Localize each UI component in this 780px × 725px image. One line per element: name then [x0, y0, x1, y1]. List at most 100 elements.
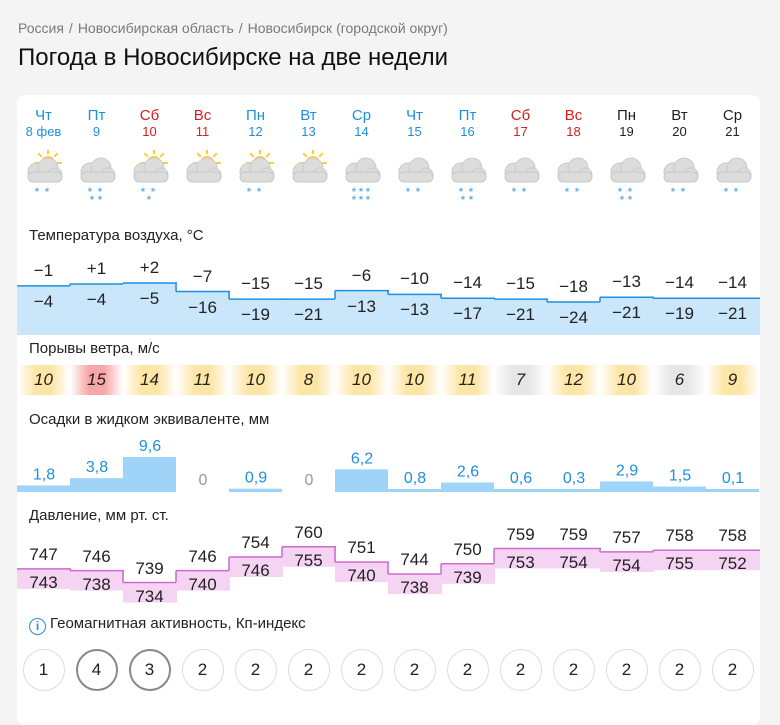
temp-max: −7 [192, 266, 213, 286]
temp-bar [70, 283, 124, 335]
temp-max: −10 [400, 269, 429, 289]
breadcrumb-city[interactable]: Новосибирск (городской округ) [247, 20, 448, 36]
geomagnetic-title[interactable]: i Геомагнитная активность, Кп-индекс [29, 615, 306, 635]
breadcrumb-region[interactable]: Новосибирская область [77, 20, 234, 36]
cloud-snow-icon: * ** * [451, 157, 487, 207]
svg-text:*: * [575, 185, 580, 199]
cloud-snow-icon: * ** * [80, 157, 116, 207]
pressure-max: 757 [612, 527, 641, 547]
svg-text:*: * [151, 185, 156, 199]
temp-min: −16 [188, 297, 217, 317]
temp-bar [494, 299, 548, 335]
pressure-bar [229, 557, 283, 577]
precip-value: 0 [305, 472, 314, 489]
temp-max: +1 [86, 258, 107, 278]
day-column[interactable]: Вт 20 [653, 107, 706, 139]
svg-text:*: * [628, 193, 633, 207]
day-date: 11 [195, 124, 210, 139]
sun-cloud-icon [292, 150, 328, 183]
svg-text:*: * [247, 185, 252, 199]
svg-text:*: * [141, 185, 146, 199]
temp-max: −13 [612, 272, 641, 292]
temp-min: −5 [139, 289, 160, 308]
temp-max: −15 [241, 274, 270, 294]
temp-min: −21 [718, 304, 747, 324]
pressure-bar [653, 550, 707, 571]
day-column[interactable]: Чт 8 фев [17, 107, 70, 139]
svg-text:*: * [469, 185, 474, 199]
day-column[interactable]: Сб 10 [123, 107, 176, 139]
pressure-max: 746 [188, 546, 217, 566]
day-date: 13 [301, 124, 316, 139]
day-column[interactable]: Сб 17 [494, 107, 547, 139]
pressure-title: Давление, мм рт. ст. [29, 507, 169, 524]
day-name: Вс [193, 107, 212, 124]
breadcrumb-russia[interactable]: Россия [18, 20, 64, 36]
day-column[interactable]: Вс 18 [547, 107, 600, 139]
pressure-min: 743 [29, 572, 58, 592]
pressure-min: 755 [294, 550, 323, 570]
pressure-min: 752 [718, 554, 747, 574]
svg-text:*: * [257, 185, 262, 199]
pressure-min: 734 [135, 586, 164, 606]
svg-text:*: * [359, 185, 364, 199]
day-column[interactable]: Пт 9 [70, 107, 123, 139]
precip-bar [17, 485, 70, 492]
precip-value: 2,6 [457, 464, 479, 481]
geomagnetic-index: 2 [393, 649, 436, 691]
svg-text:*: * [88, 185, 93, 199]
pressure-bar [441, 563, 495, 584]
day-column[interactable]: Ср 14 [335, 107, 388, 139]
precip-title: Осадки в жидком эквиваленте, мм [29, 411, 270, 428]
svg-text:*: * [366, 185, 371, 199]
pressure-min: 738 [82, 574, 111, 594]
day-date: 19 [619, 124, 634, 139]
geomagnetic-index: 2 [552, 649, 595, 691]
day-column[interactable]: Пн 12 [229, 107, 282, 139]
svg-text:*: * [416, 185, 421, 199]
day-column[interactable]: Чт 15 [388, 107, 441, 139]
cloud-snow-icon: * * [716, 157, 752, 199]
day-date: 20 [672, 124, 687, 139]
temp-bar [547, 302, 601, 335]
day-column[interactable]: Пт 16 [441, 107, 494, 139]
pressure-bar [123, 582, 177, 603]
day-column[interactable]: Ср 21 [706, 107, 759, 139]
day-date: 14 [354, 124, 369, 139]
pressure-chart [17, 546, 760, 603]
temp-max: −15 [506, 274, 535, 294]
sun-cloud-snow-icon: * * [239, 150, 275, 199]
temp-min: −4 [33, 291, 54, 311]
day-name: Ср [351, 107, 372, 124]
cloud-heavy-snow-icon: * * ** * * [345, 157, 381, 207]
cloud-snow-icon: * * [504, 157, 540, 199]
pressure-min: 738 [400, 578, 429, 597]
temp-bar [388, 294, 442, 335]
info-icon[interactable]: i [29, 618, 46, 635]
pressure-min: 740 [347, 566, 376, 586]
day-name: Ср [722, 107, 743, 124]
temp-bar [176, 291, 230, 335]
geomagnetic-index: 2 [605, 649, 648, 691]
day-column[interactable]: Пн 19 [600, 107, 653, 139]
day-name: Сб [139, 107, 160, 124]
svg-text:*: * [147, 193, 152, 207]
svg-text:*: * [522, 185, 527, 199]
precip-value: 2,9 [616, 462, 638, 479]
geomagnetic-index: 2 [658, 649, 701, 691]
wind-cell: 10 [600, 365, 653, 395]
wind-cell: 8 [282, 365, 335, 395]
precip-value: 0,6 [510, 470, 532, 487]
wind-cell: 10 [388, 365, 441, 395]
cloud-snow-icon: * * [663, 157, 699, 199]
day-column[interactable]: Вс 11 [176, 107, 229, 139]
geomagnetic-index: 2 [287, 649, 330, 691]
temp-min: −24 [559, 308, 588, 327]
temp-bar [653, 298, 707, 335]
temp-max: −6 [351, 265, 372, 285]
pressure-bar [17, 568, 71, 589]
day-date: 21 [725, 124, 740, 139]
svg-text:*: * [90, 193, 95, 207]
temp-min: −17 [453, 304, 482, 324]
day-column[interactable]: Вт 13 [282, 107, 335, 139]
